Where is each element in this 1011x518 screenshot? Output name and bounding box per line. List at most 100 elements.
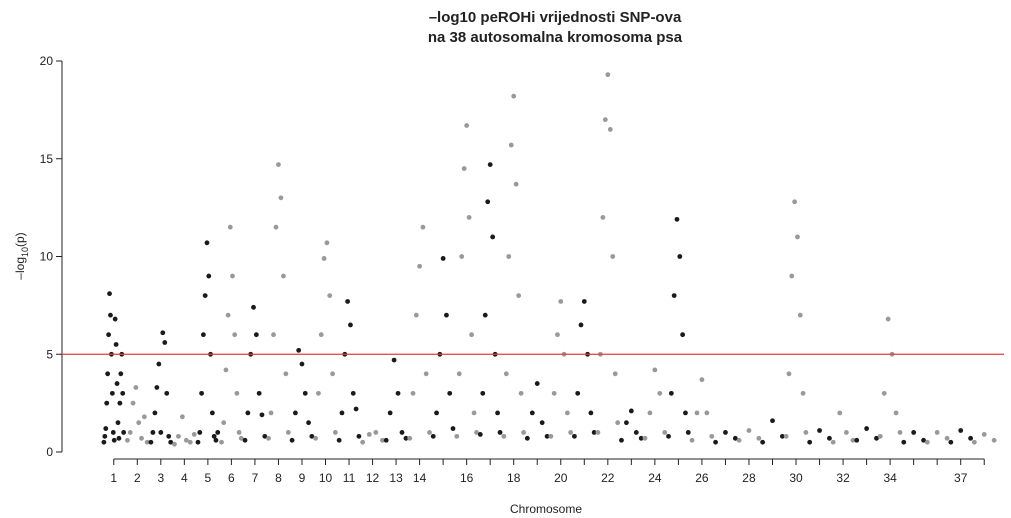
x-tick-label: 34	[883, 471, 897, 485]
snp-point	[166, 433, 172, 439]
snp-point	[302, 390, 308, 396]
snp-point	[503, 371, 509, 377]
snp-point	[164, 390, 170, 396]
snp-point	[657, 390, 663, 396]
snp-point	[911, 430, 917, 435]
y-tick-label: 5	[46, 347, 53, 361]
snp-point	[353, 406, 359, 412]
snp-point	[477, 432, 483, 437]
snp-point	[564, 410, 570, 416]
x-tick-label: 37	[954, 471, 968, 485]
snp-point	[704, 410, 710, 416]
y-axis-label: –log10(p)	[13, 232, 30, 279]
snp-point	[885, 316, 891, 322]
snp-point	[168, 439, 174, 445]
snp-point	[215, 430, 221, 435]
snp-point	[127, 430, 133, 435]
snp-point	[118, 371, 124, 377]
snp-point	[513, 181, 519, 187]
snp-point	[420, 224, 426, 230]
snp-point	[471, 410, 477, 416]
snp-point	[339, 410, 345, 416]
snp-point	[283, 371, 289, 377]
snp-point	[881, 390, 887, 396]
snp-point	[968, 435, 973, 441]
snp-point	[115, 420, 121, 426]
snp-point	[760, 439, 766, 445]
snp-point	[107, 291, 112, 297]
snp-point	[864, 426, 870, 431]
snp-point	[732, 435, 738, 441]
snp-point	[516, 293, 522, 298]
snp-point	[615, 420, 621, 426]
snp-point	[539, 420, 545, 426]
snp-point	[464, 123, 470, 128]
snp-point	[332, 430, 338, 435]
snp-point	[581, 299, 587, 304]
snp-point	[534, 381, 540, 386]
snp-point	[306, 420, 311, 426]
snp-point	[551, 390, 557, 396]
snp-point	[736, 437, 742, 443]
x-tick-label: 5	[205, 471, 212, 485]
snp-point	[897, 430, 903, 435]
snp-point	[746, 428, 752, 433]
snp-point	[117, 400, 123, 406]
x-tick-label: 13	[389, 471, 403, 485]
x-axis-label: Chromosome	[510, 502, 582, 516]
snp-point	[575, 390, 581, 396]
snp-point	[797, 312, 803, 318]
snp-point	[219, 439, 224, 445]
snp-point	[843, 430, 849, 435]
snp-point	[278, 195, 284, 201]
snp-point	[199, 390, 204, 396]
snp-point	[403, 435, 409, 441]
x-tick-label: 3	[157, 471, 164, 485]
snp-point	[106, 332, 111, 338]
snp-point	[971, 439, 977, 445]
snp-point	[991, 437, 997, 443]
snp-point	[109, 390, 115, 396]
snp-point	[837, 410, 843, 416]
snp-point	[827, 435, 832, 441]
snp-point	[958, 428, 964, 433]
snp-point	[399, 430, 405, 435]
snp-point	[469, 332, 474, 338]
snp-point	[683, 410, 688, 416]
snp-point	[783, 433, 789, 439]
snp-point	[427, 430, 432, 435]
x-tick-label: 22	[601, 471, 615, 485]
snp-point	[456, 371, 462, 377]
snp-point	[383, 437, 389, 443]
snp-point	[572, 433, 577, 439]
snp-point	[666, 433, 671, 439]
snp-point	[144, 439, 150, 445]
snp-point	[668, 390, 674, 396]
x-tick-label: 9	[299, 471, 306, 485]
snp-point	[360, 439, 366, 445]
snp-point	[792, 199, 798, 205]
x-tick-label: 2	[134, 471, 141, 485]
snp-point	[647, 410, 653, 416]
snp-point	[610, 254, 616, 259]
snp-point	[893, 410, 899, 416]
snp-point	[366, 432, 372, 437]
snp-point	[121, 430, 127, 435]
y-axis-label-part: –log	[13, 257, 27, 280]
snp-point	[348, 322, 353, 328]
snp-point	[380, 437, 385, 443]
snp-point	[162, 340, 168, 345]
snp-point	[321, 256, 327, 261]
snp-point	[677, 254, 683, 259]
snp-point	[624, 420, 629, 426]
snp-point	[652, 367, 658, 373]
snp-point	[779, 433, 785, 439]
snp-point	[299, 361, 305, 367]
snp-point	[391, 357, 397, 363]
snp-point	[591, 430, 597, 435]
snp-point	[330, 371, 335, 377]
snp-point	[511, 93, 517, 99]
snp-point	[497, 430, 503, 435]
snp-point	[709, 433, 715, 439]
snp-point	[689, 437, 695, 443]
